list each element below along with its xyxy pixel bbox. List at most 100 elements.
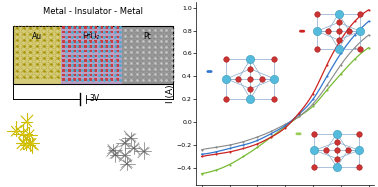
- Bar: [94, 59, 98, 62]
- Bar: [68, 59, 71, 62]
- Bar: [99, 59, 103, 62]
- Bar: [68, 79, 71, 81]
- Bar: [62, 31, 65, 33]
- Bar: [89, 55, 92, 57]
- Bar: [73, 36, 76, 38]
- Bar: [105, 26, 108, 29]
- Bar: [73, 26, 76, 29]
- Bar: [78, 40, 81, 43]
- Bar: [62, 40, 65, 43]
- Bar: [105, 31, 108, 33]
- Bar: [99, 26, 103, 29]
- Bar: [105, 79, 108, 81]
- Bar: [62, 59, 65, 62]
- Bar: [84, 40, 87, 43]
- Bar: [99, 79, 103, 81]
- Bar: [110, 45, 113, 48]
- Bar: [62, 50, 65, 52]
- Bar: [116, 31, 119, 33]
- Bar: [73, 69, 76, 71]
- Bar: [99, 69, 103, 71]
- Bar: [68, 31, 71, 33]
- Bar: [110, 59, 113, 62]
- Bar: [110, 55, 113, 57]
- Bar: [94, 26, 98, 29]
- Bar: [105, 74, 108, 76]
- Bar: [62, 69, 65, 71]
- Bar: [13, 26, 61, 84]
- Bar: [73, 31, 76, 33]
- Text: 3V: 3V: [89, 94, 99, 103]
- Bar: [13, 26, 173, 84]
- Bar: [110, 31, 113, 33]
- Bar: [73, 55, 76, 57]
- Bar: [94, 40, 98, 43]
- Bar: [89, 36, 92, 38]
- Bar: [62, 45, 65, 48]
- Bar: [84, 74, 87, 76]
- Bar: [89, 59, 92, 62]
- Bar: [99, 40, 103, 43]
- Bar: [61, 26, 122, 84]
- Bar: [68, 55, 71, 57]
- Bar: [110, 40, 113, 43]
- Bar: [84, 45, 87, 48]
- Bar: [68, 36, 71, 38]
- Bar: [116, 36, 119, 38]
- Bar: [99, 64, 103, 67]
- Bar: [78, 26, 81, 29]
- Bar: [94, 69, 98, 71]
- Bar: [116, 64, 119, 67]
- Bar: [99, 55, 103, 57]
- Bar: [84, 31, 87, 33]
- Y-axis label: I (A): I (A): [166, 84, 175, 103]
- Bar: [78, 59, 81, 62]
- Text: HfO₂: HfO₂: [82, 32, 100, 41]
- Bar: [78, 69, 81, 71]
- Bar: [62, 74, 65, 76]
- Bar: [99, 50, 103, 52]
- Bar: [84, 50, 87, 52]
- Bar: [73, 45, 76, 48]
- Bar: [116, 45, 119, 48]
- Bar: [73, 40, 76, 43]
- Bar: [84, 69, 87, 71]
- Bar: [99, 45, 103, 48]
- Bar: [110, 50, 113, 52]
- Bar: [94, 74, 98, 76]
- Bar: [89, 50, 92, 52]
- Bar: [68, 74, 71, 76]
- Bar: [94, 64, 98, 67]
- Bar: [116, 50, 119, 52]
- Bar: [105, 50, 108, 52]
- Bar: [84, 59, 87, 62]
- Bar: [78, 45, 81, 48]
- Bar: [73, 64, 76, 67]
- Bar: [84, 36, 87, 38]
- Bar: [89, 64, 92, 67]
- Bar: [62, 79, 65, 81]
- Bar: [110, 69, 113, 71]
- Bar: [116, 26, 119, 29]
- Bar: [78, 74, 81, 76]
- Bar: [105, 40, 108, 43]
- Bar: [105, 45, 108, 48]
- Bar: [105, 64, 108, 67]
- Bar: [84, 26, 87, 29]
- Text: Pt: Pt: [143, 32, 151, 41]
- Bar: [105, 55, 108, 57]
- Bar: [84, 64, 87, 67]
- Bar: [116, 74, 119, 76]
- Bar: [94, 31, 98, 33]
- Bar: [73, 79, 76, 81]
- Bar: [89, 69, 92, 71]
- Bar: [78, 64, 81, 67]
- Bar: [116, 40, 119, 43]
- Bar: [116, 59, 119, 62]
- Bar: [89, 45, 92, 48]
- Bar: [110, 79, 113, 81]
- Bar: [73, 59, 76, 62]
- Bar: [68, 26, 71, 29]
- Bar: [99, 74, 103, 76]
- Bar: [110, 36, 113, 38]
